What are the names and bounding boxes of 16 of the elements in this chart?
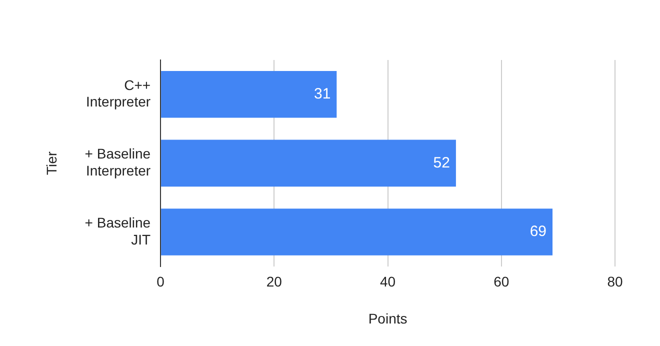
data-label: 69 [530,223,547,240]
bar [161,140,456,187]
data-label: 52 [433,154,450,172]
data-label: 31 [314,86,331,103]
x-tick-label: 40 [380,274,396,290]
x-tick-label: 0 [156,274,165,290]
x-tick-label: 20 [266,274,282,290]
y-axis-title: Tier [43,151,60,175]
x-tick-label: 80 [607,274,623,290]
bar [161,71,337,118]
y-tick-label: + Baseline Interpreter [84,146,151,178]
y-tick-label: + Baseline JIT [84,214,152,248]
x-tick-label: 60 [494,274,510,290]
x-axis-title: Points [368,310,408,326]
bar [161,208,553,256]
y-tick-label: C++ Interpreter [86,76,151,110]
